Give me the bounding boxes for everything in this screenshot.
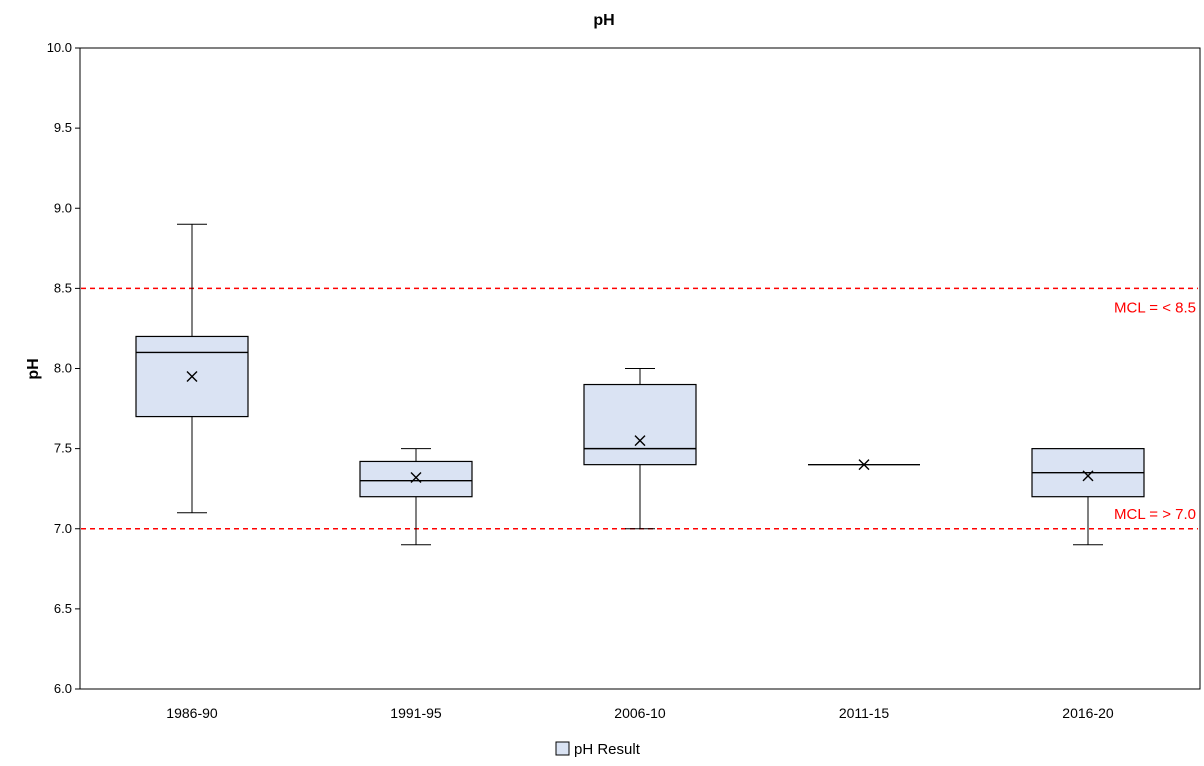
box-1991-95 — [359, 448, 473, 546]
y-tick-label: 8.0 — [54, 361, 72, 376]
legend-label: pH Result — [574, 741, 641, 758]
box-body — [359, 460, 473, 498]
legend: pH Result — [555, 741, 641, 758]
x-tick-label: 2006-10 — [614, 705, 666, 721]
chart-title: pH — [593, 12, 614, 29]
y-axis-label: pH — [25, 358, 42, 379]
mean-marker — [858, 459, 870, 471]
x-tick-label: 2016-20 — [1062, 705, 1114, 721]
y-tick-label: 6.0 — [54, 681, 72, 696]
mean-marker — [186, 371, 198, 383]
box-2006-10 — [583, 368, 697, 530]
x-tick-label: 1991-95 — [390, 705, 442, 721]
box-1986-90 — [135, 223, 249, 514]
mean-marker — [1082, 470, 1094, 482]
reference-line-label: MCL = > 7.0 — [1114, 506, 1196, 523]
legend-swatch — [555, 741, 570, 756]
box-series — [135, 223, 1145, 546]
box-2011-15 — [808, 459, 920, 471]
mean-marker — [410, 471, 422, 483]
x-axis-ticks: 1986-90 1991-95 2006-10 2011-15 2016-20 — [166, 705, 1114, 721]
y-tick-label: 9.0 — [54, 200, 72, 215]
box-2016-20 — [1031, 448, 1145, 546]
y-tick-label: 9.5 — [54, 120, 72, 135]
reference-line-label: MCL = < 8.5 — [1114, 299, 1196, 316]
x-tick-label: 1986-90 — [166, 705, 218, 721]
y-axis-ticks: 6.0 6.5 7.0 7.5 8.0 8.5 9.0 9.5 10.0 — [47, 40, 80, 696]
y-tick-label: 10.0 — [47, 40, 72, 55]
y-tick-label: 6.5 — [54, 601, 72, 616]
box-body — [583, 383, 697, 466]
x-tick-label: 2011-15 — [839, 705, 890, 721]
mean-marker — [634, 435, 646, 447]
y-tick-label: 7.0 — [54, 521, 72, 536]
y-tick-label: 7.5 — [54, 441, 72, 456]
y-tick-label: 8.5 — [54, 280, 72, 295]
